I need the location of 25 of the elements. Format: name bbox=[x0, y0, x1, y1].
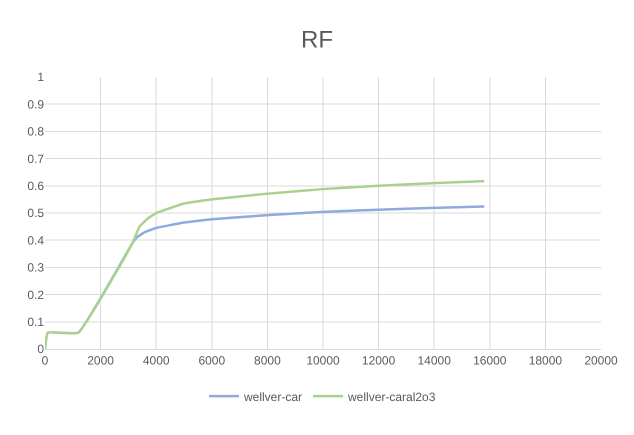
chart-title: RF bbox=[301, 26, 333, 54]
x-tick-label: 16000 bbox=[473, 353, 507, 368]
y-tick-label: 0.6 bbox=[27, 179, 44, 193]
legend-label: wellver-car bbox=[243, 390, 302, 404]
y-tick-label: 0.2 bbox=[27, 288, 44, 302]
y-tick-label: 0.4 bbox=[27, 233, 44, 248]
x-tick-label: 2000 bbox=[87, 353, 114, 368]
x-tick-label: 8000 bbox=[254, 353, 282, 368]
x-tick-label: 12000 bbox=[362, 353, 396, 368]
x-tick-label: 20000 bbox=[584, 353, 618, 368]
y-tick-label: 0.5 bbox=[27, 206, 44, 220]
y-tick-label: 0.1 bbox=[27, 315, 44, 329]
y-tick-label: 0 bbox=[37, 342, 44, 356]
x-tick-label: 14000 bbox=[418, 353, 452, 368]
y-tick-label: 0.9 bbox=[27, 97, 44, 112]
x-tick-label: 10000 bbox=[306, 353, 340, 368]
y-tick-label: 0.8 bbox=[27, 124, 44, 139]
x-tick-label: 4000 bbox=[142, 353, 170, 368]
y-tick-label: 1 bbox=[37, 70, 44, 84]
legend-label: wellver-caral2o3 bbox=[347, 390, 436, 404]
y-tick-label: 0.3 bbox=[27, 260, 44, 275]
line-series bbox=[45, 180, 486, 349]
x-tick-label: 6000 bbox=[198, 353, 226, 368]
x-tick-label: 18000 bbox=[528, 353, 562, 368]
y-tick-label: 0.7 bbox=[27, 152, 44, 166]
